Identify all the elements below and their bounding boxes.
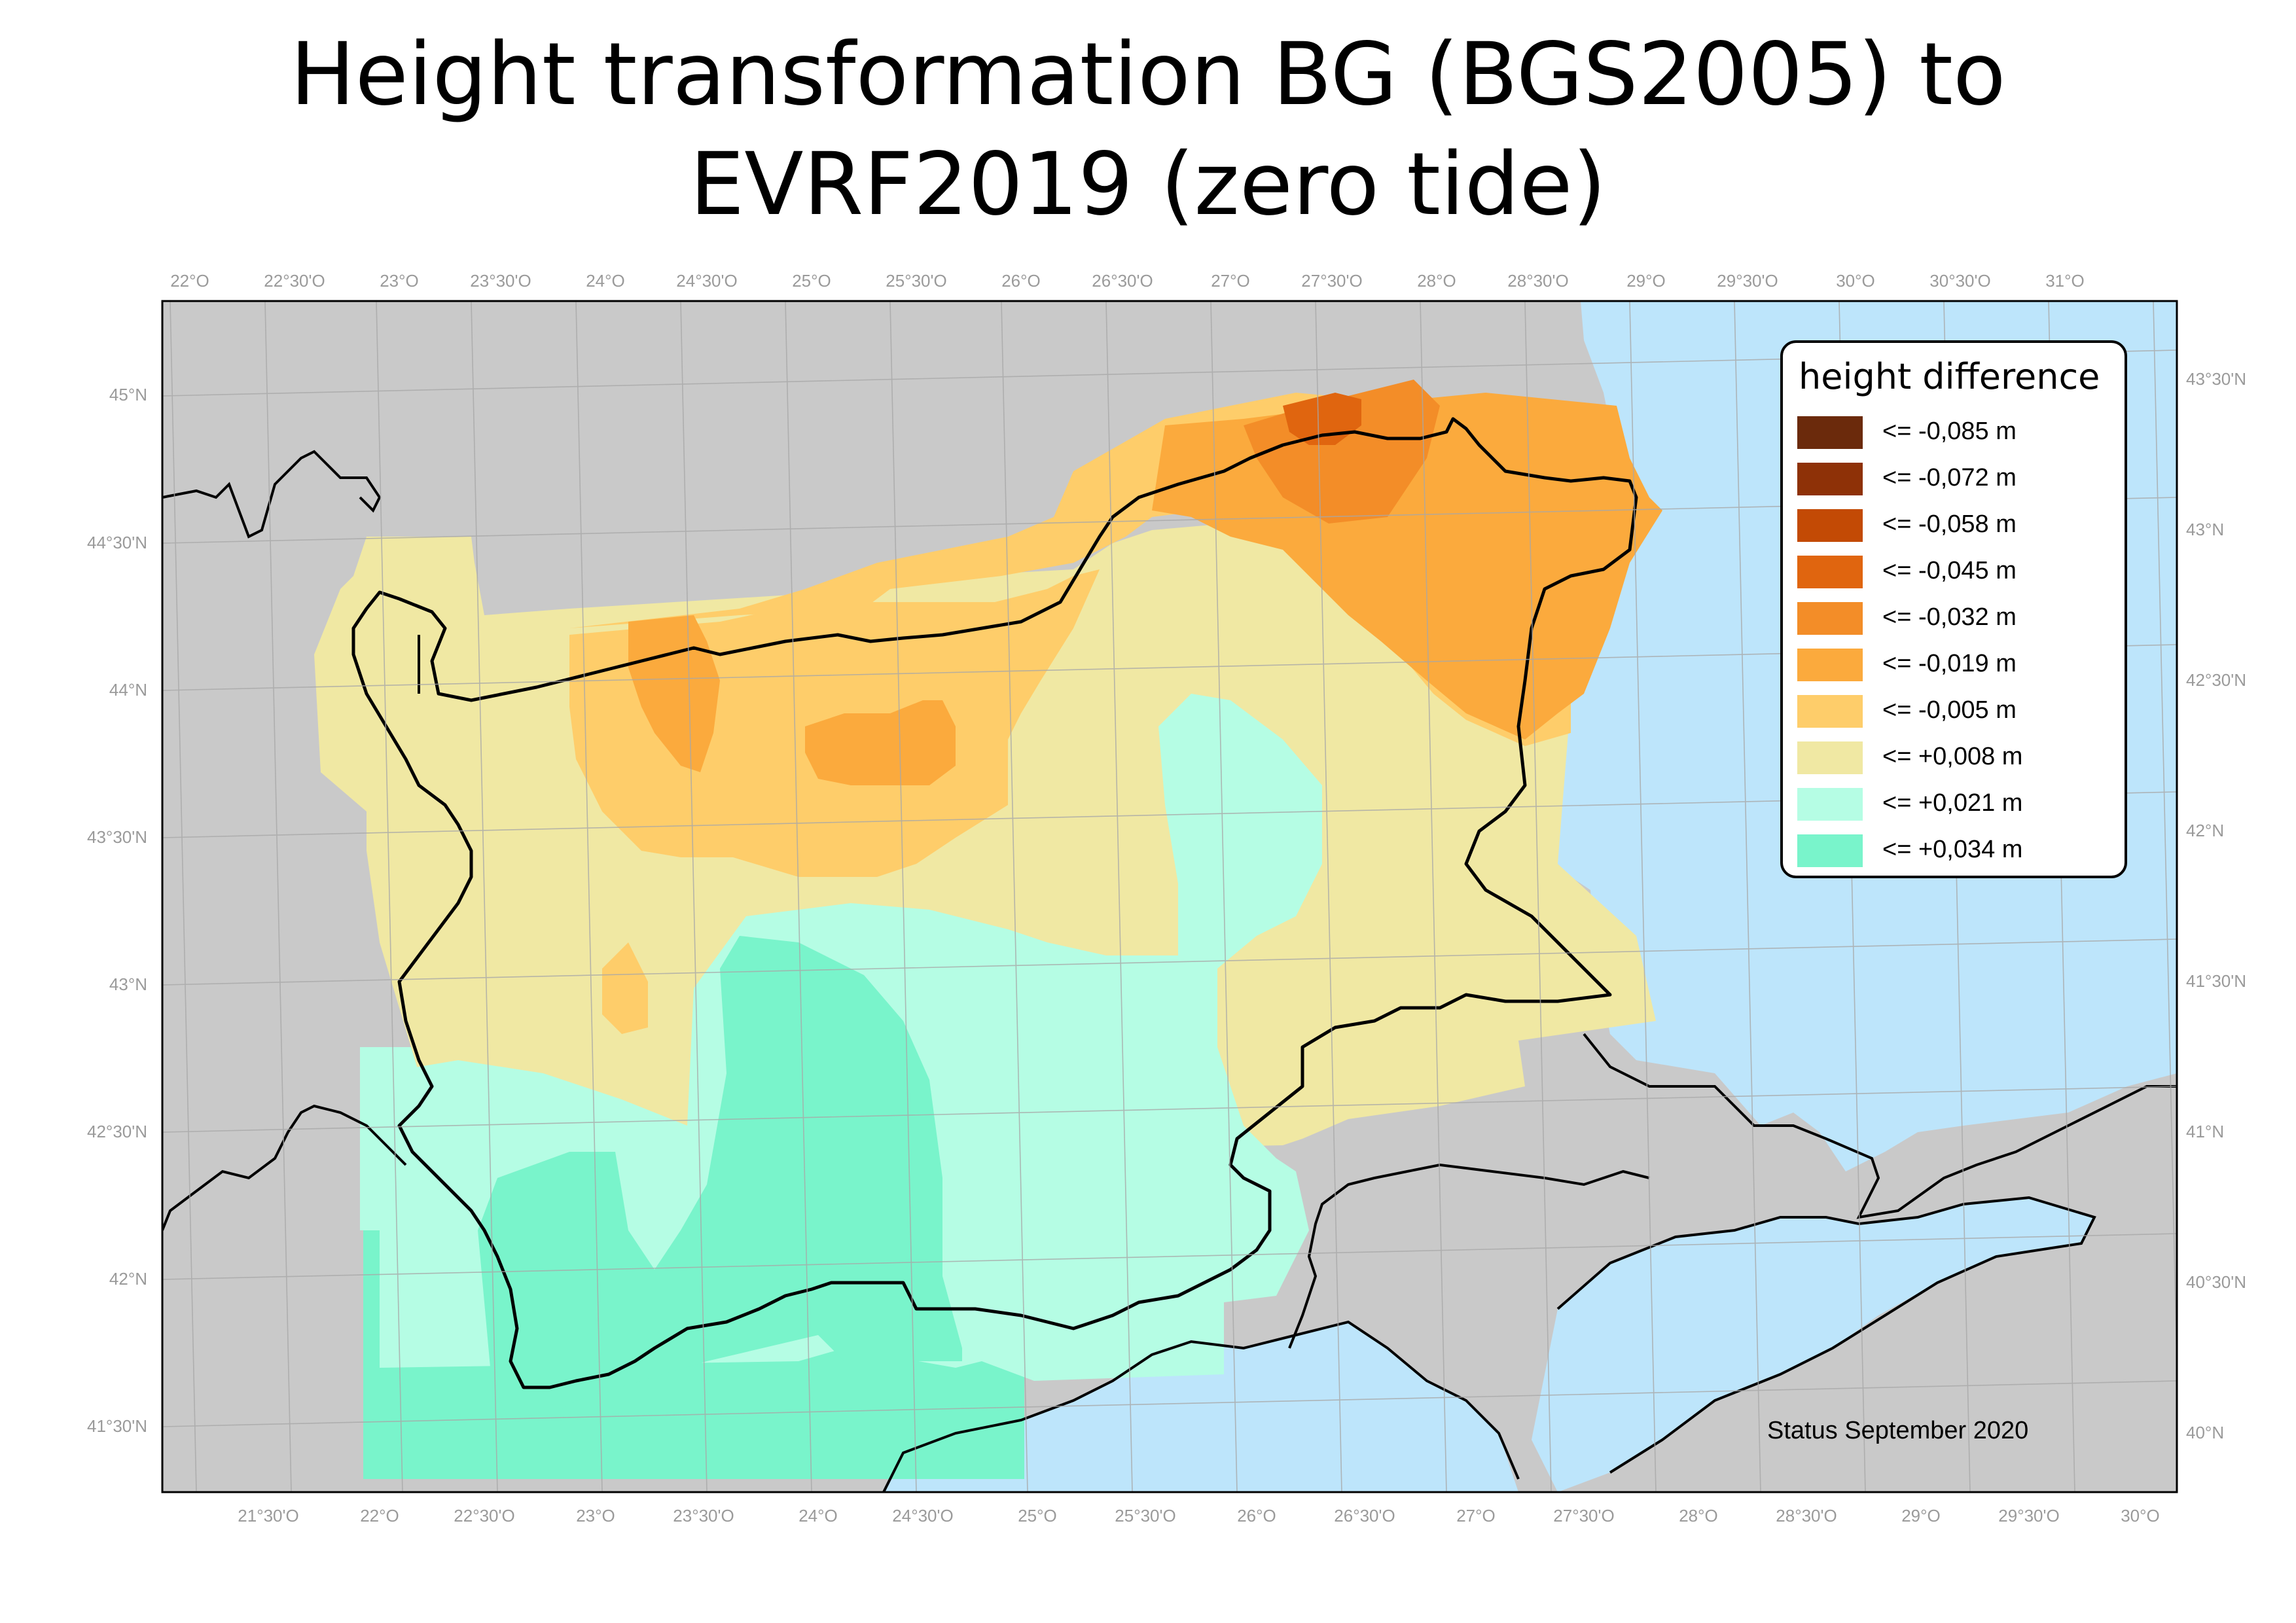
legend-label: <= +0,008 m (1882, 743, 2023, 770)
bottom-label: 24°30'O (892, 1506, 953, 1525)
graticule-labels-top: 22°O 22°30'O 23°O 23°30'O 24°O 24°30'O 2… (170, 271, 2085, 291)
legend-swatch (1797, 695, 1863, 728)
legend-label: <= +0,021 m (1882, 789, 2023, 817)
legend-swatch (1797, 416, 1863, 449)
top-label: 23°30'O (470, 271, 531, 291)
bottom-label: 22°O (360, 1506, 399, 1525)
bottom-label: 25°O (1018, 1506, 1057, 1525)
map-title: Height transformation BG (BGS2005) to EV… (0, 20, 2296, 240)
bottom-label: 26°30'O (1334, 1506, 1395, 1525)
top-label: 24°30'O (676, 271, 737, 291)
bottom-label: 25°30'O (1115, 1506, 1175, 1525)
top-label: 22°30'O (264, 271, 325, 291)
graticule-labels-left: 45°N 44°30'N 44°N 43°30'N 43°N 42°30'N 4… (87, 385, 147, 1436)
border-greece-north (162, 1104, 407, 1231)
legend-swatch (1797, 556, 1863, 588)
legend-swatch (1797, 509, 1863, 542)
top-label: 24°O (586, 271, 625, 291)
legend: height difference <= -0,085 m <= -0,072 … (1780, 340, 2127, 878)
legend-title: height difference (1799, 356, 2100, 397)
left-label: 42°N (109, 1269, 147, 1289)
legend-label: <= -0,045 m (1882, 557, 2017, 584)
coast-aegean (882, 1320, 1520, 1492)
top-label: 30°O (1836, 271, 1875, 291)
bottom-label: 23°O (576, 1506, 615, 1525)
right-label: 40°N (2186, 1423, 2224, 1442)
border-serbia-romania (162, 450, 382, 539)
top-label: 26°30'O (1092, 271, 1153, 291)
bottom-label: 22°30'O (454, 1506, 514, 1525)
legend-swatch (1797, 649, 1863, 681)
right-label: 41°30'N (2186, 971, 2246, 991)
legend-label: <= -0,019 m (1882, 650, 2017, 677)
zone-mint (478, 936, 962, 1427)
legend-swatch (1797, 788, 1863, 821)
title-line-1: Height transformation BG (BGS2005) to (290, 24, 2006, 125)
right-label: 43°N (2186, 520, 2224, 539)
left-label: 45°N (109, 385, 147, 404)
graticule (162, 301, 2177, 1492)
bottom-label: 30°O (2121, 1506, 2160, 1525)
zone-orange-north-1 (628, 615, 720, 772)
top-label: 28°30'O (1507, 271, 1568, 291)
left-label: 43°N (109, 974, 147, 994)
top-label: 28°O (1417, 271, 1456, 291)
right-label: 43°30'N (2186, 369, 2246, 389)
legend-label: <= -0,005 m (1882, 696, 2017, 724)
graticule-labels-right: 43°30'N 43°N 42°30'N 42°N 41°30'N 41°N 4… (2186, 369, 2246, 1442)
top-label: 23°O (380, 271, 419, 291)
bottom-label: 24°O (798, 1506, 838, 1525)
right-label: 41°N (2186, 1122, 2224, 1141)
legend-label: <= -0,072 m (1882, 464, 2017, 491)
bottom-label: 26°O (1237, 1506, 1276, 1525)
map-frame (161, 300, 2178, 1493)
right-label: 40°30'N (2186, 1272, 2246, 1292)
bottom-label: 23°30'O (673, 1506, 734, 1525)
right-label: 42°30'N (2186, 670, 2246, 690)
bottom-label: 27°O (1456, 1506, 1496, 1525)
left-label: 44°N (109, 680, 147, 700)
bottom-label: 21°30'O (238, 1506, 298, 1525)
top-label: 25°30'O (886, 271, 946, 291)
bulgaria-border (351, 417, 1638, 1389)
top-label: 27°30'O (1301, 271, 1362, 291)
legend-swatch (1797, 602, 1863, 635)
left-label: 44°30'N (87, 533, 147, 552)
legend-label: <= -0,058 m (1882, 510, 2017, 538)
legend-label: <= -0,032 m (1882, 603, 2017, 631)
left-label: 43°30'N (87, 827, 147, 847)
left-label: 41°30'N (87, 1416, 147, 1436)
status-note: Status September 2020 (1767, 1417, 2029, 1444)
top-label: 22°O (170, 271, 209, 291)
top-label: 26°O (1001, 271, 1041, 291)
top-label: 30°30'O (1929, 271, 1990, 291)
legend-label: <= +0,034 m (1882, 836, 2023, 863)
bottom-label: 28°30'O (1776, 1506, 1837, 1525)
coast-marmara (1556, 1196, 2096, 1474)
bottom-label: 27°30'O (1553, 1506, 1614, 1525)
top-label: 29°O (1626, 271, 1666, 291)
coast-thrace (1583, 1033, 2177, 1219)
top-label: 29°30'O (1717, 271, 1778, 291)
legend-swatch (1797, 463, 1863, 495)
right-label: 42°N (2186, 821, 2224, 840)
zone-orange-north-2 (805, 700, 956, 785)
legend-swatch (1797, 834, 1863, 867)
bottom-label: 29°30'O (1998, 1506, 2059, 1525)
aegean-sea (884, 1322, 1518, 1492)
bottom-label: 28°O (1679, 1506, 1718, 1525)
top-label: 27°O (1211, 271, 1250, 291)
top-label: 31°O (2045, 271, 2085, 291)
border-turkey (1288, 1163, 1650, 1349)
left-label: 42°30'N (87, 1122, 147, 1141)
legend-swatch (1797, 741, 1863, 774)
graticule-labels-bottom: 21°30'O 22°O 22°30'O 23°O 23°30'O 24°O 2… (238, 1506, 2159, 1525)
bottom-label: 29°O (1901, 1506, 1941, 1525)
top-label: 25°O (792, 271, 831, 291)
zone-yellow-island (602, 942, 648, 1034)
marmara-sea (1532, 1198, 2094, 1492)
title-line-2: EVRF2019 (zero tide) (689, 134, 1607, 235)
legend-label: <= -0,085 m (1882, 418, 2017, 445)
